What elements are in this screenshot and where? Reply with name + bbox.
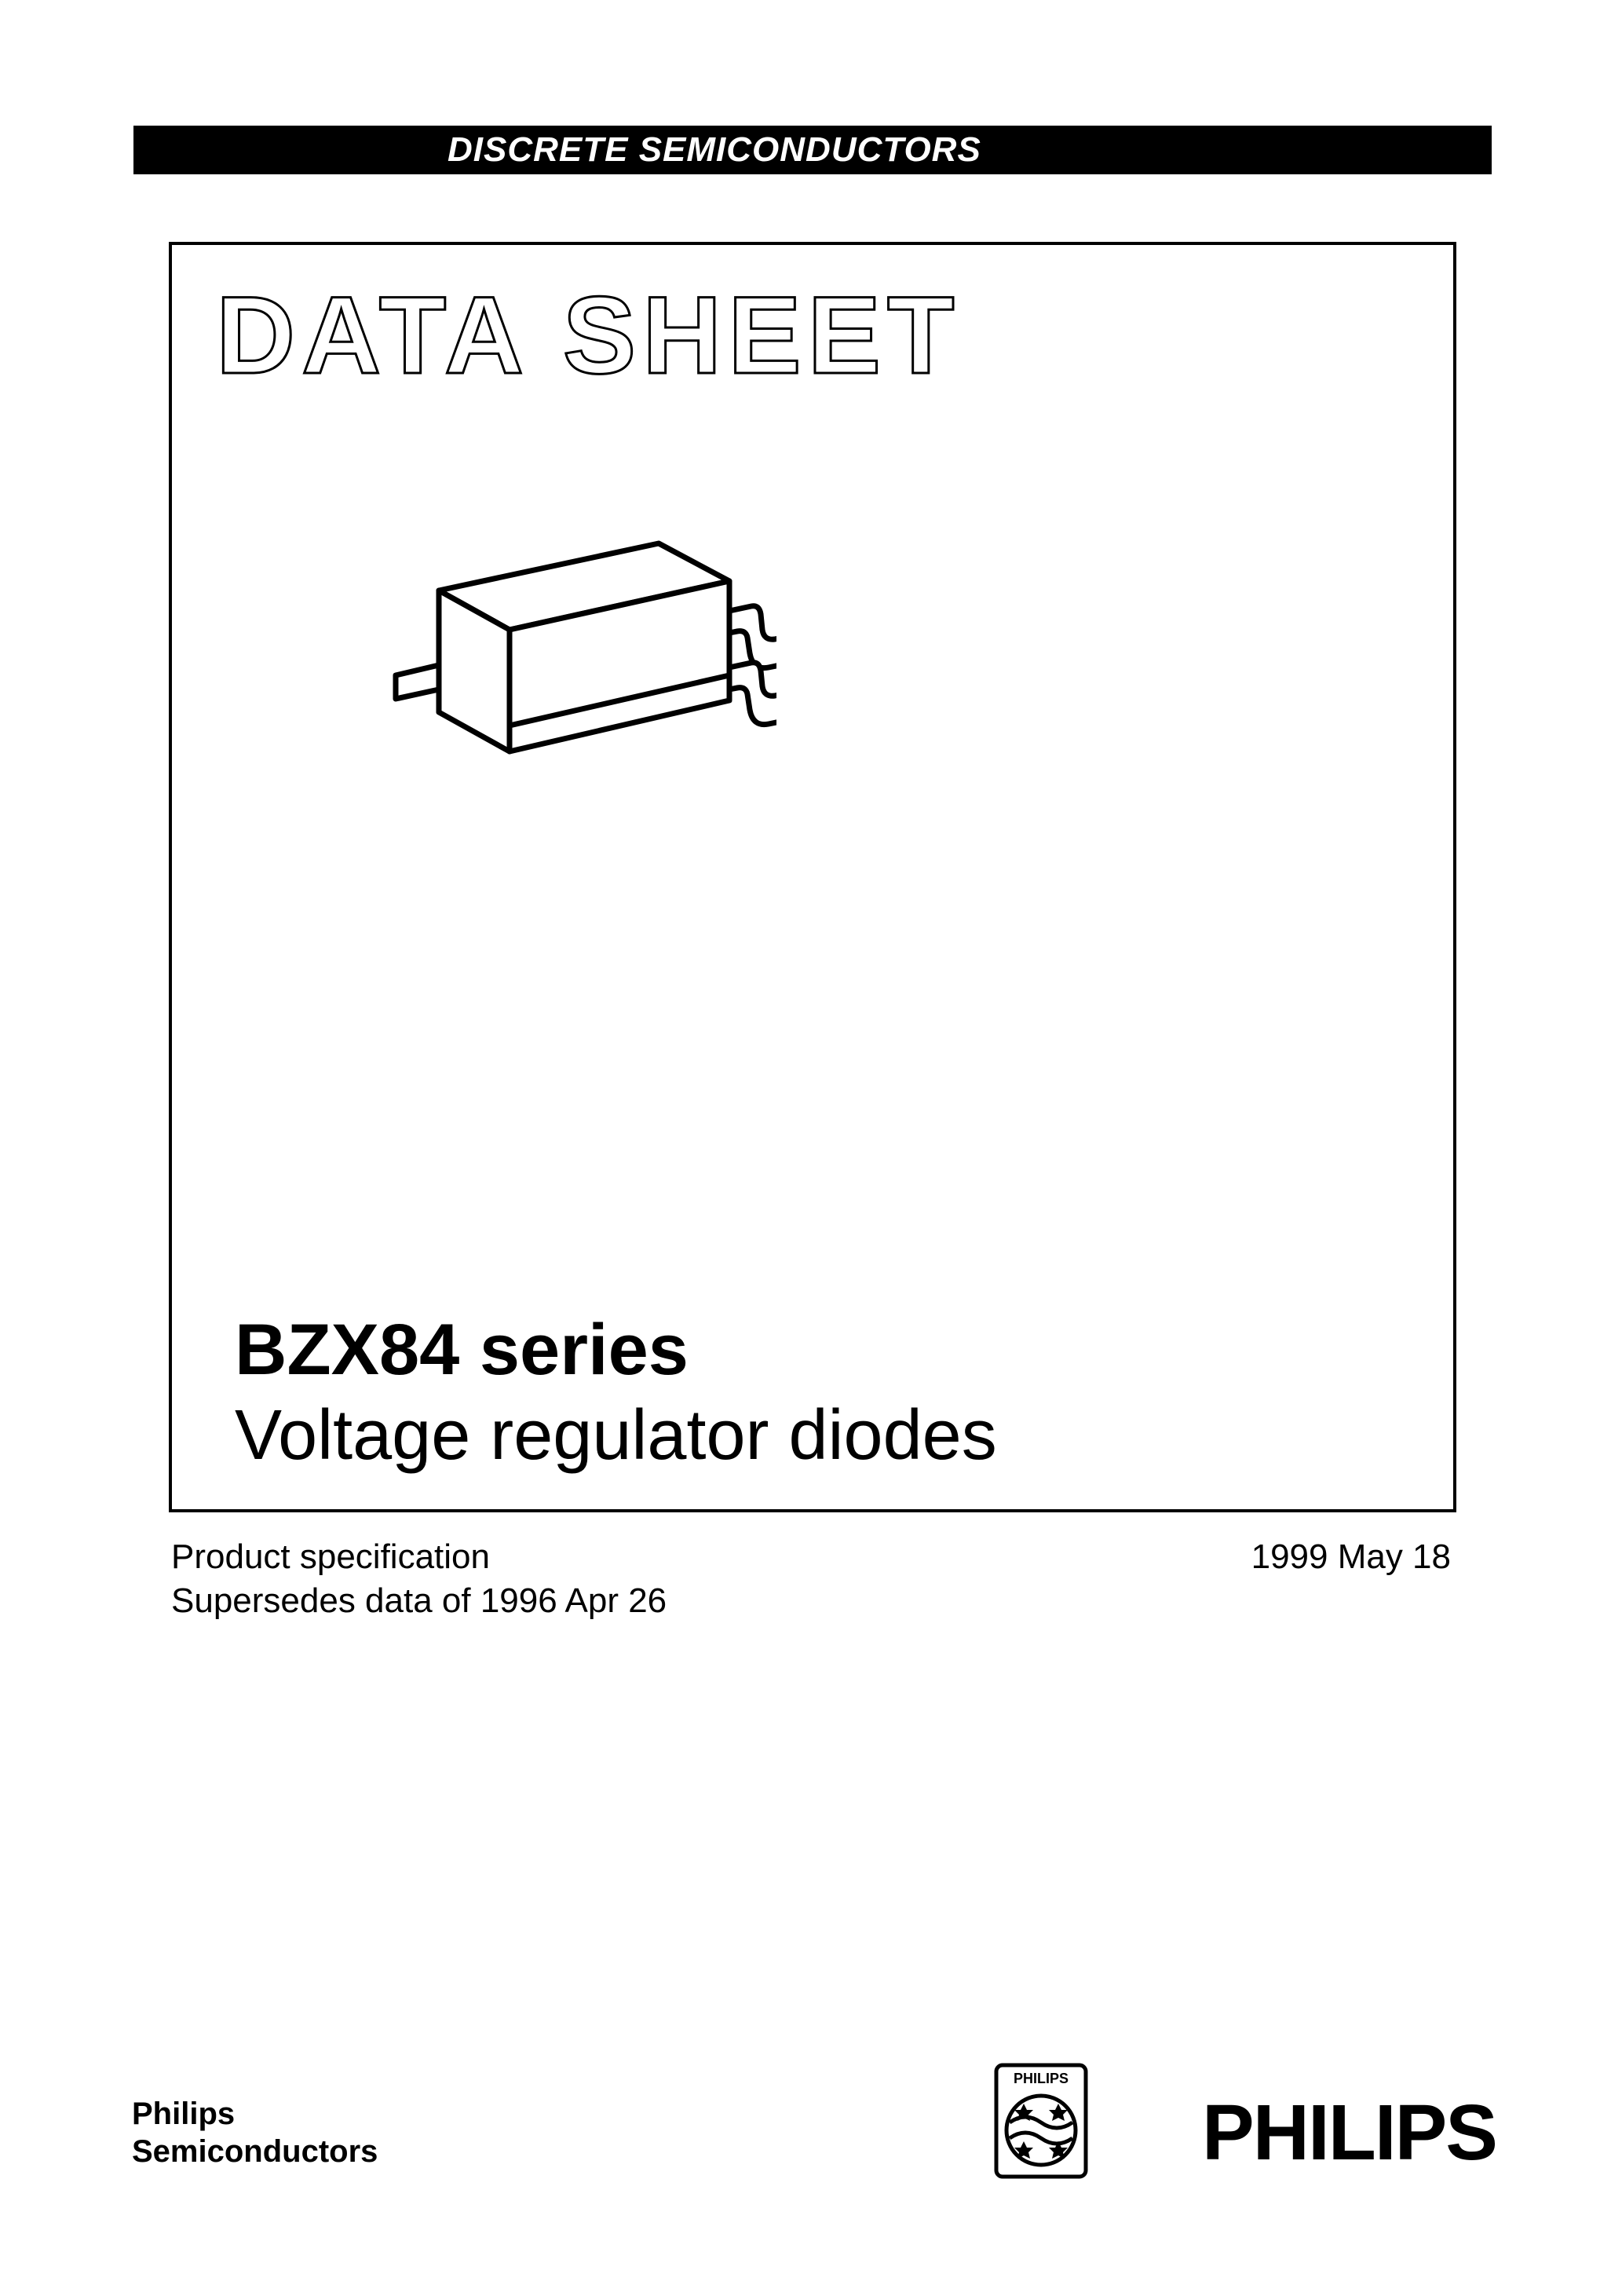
package-diagram [368, 536, 776, 869]
footer-division: Philips Semiconductors [132, 2095, 378, 2170]
category-header-bar: DISCRETE SEMICONDUCTORS [133, 126, 1492, 174]
footer-line1: Philips [132, 2095, 378, 2133]
product-description: Voltage regulator diodes [235, 1395, 997, 1476]
philips-wordmark: PHILIPS [1202, 2088, 1496, 2178]
pkg-lead-right-2 [729, 663, 776, 725]
datasheet-outline-text: DATA SHEET [216, 283, 961, 397]
product-series-title: BZX84 series [235, 1309, 689, 1391]
spec-type-label: Product specification [171, 1537, 490, 1577]
pkg-lead-right-1 [729, 606, 776, 668]
shield-label: PHILIPS [1014, 2071, 1069, 2086]
datasheet-title: DATA SHEET [216, 283, 1080, 400]
document-date: 1999 May 18 [1251, 1537, 1451, 1577]
supersedes-label: Supersedes data of 1996 Apr 26 [171, 1581, 667, 1621]
pkg-lead-left [396, 665, 439, 699]
philips-shield-icon: PHILIPS [994, 2063, 1088, 2183]
footer-line2: Semiconductors [132, 2133, 378, 2170]
category-label: DISCRETE SEMICONDUCTORS [448, 130, 981, 170]
main-content-box: DATA SHEET BZX84 series [169, 242, 1456, 1512]
